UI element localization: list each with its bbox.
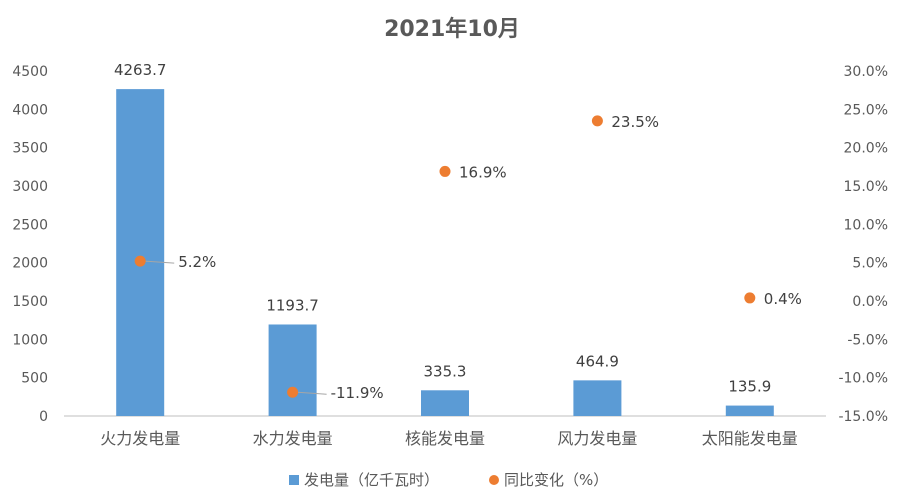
category-label: 风力发电量	[557, 429, 637, 448]
legend-label-bars: 发电量（亿千瓦时）	[304, 471, 439, 489]
chart-title: 2021年10月	[384, 16, 520, 42]
scatter-series: 5.2% -11.9% 16.9% 23.5% 0.4%	[134, 113, 802, 402]
legend: 发电量（亿千瓦时） 同比变化（%）	[289, 471, 608, 489]
bar	[573, 380, 622, 416]
right-tick-label: -10.0%	[838, 371, 888, 387]
bar-labels: 4263.7 1193.7 335.3 464.9 135.9	[114, 61, 771, 395]
right-tick-label: 25.0%	[844, 102, 888, 118]
scatter-point	[439, 165, 451, 177]
left-tick-label: 4500	[12, 64, 48, 80]
point-data-label: -11.9%	[331, 384, 384, 402]
legend-label-points: 同比变化（%）	[504, 471, 608, 489]
left-axis: 0 500 1000 1500 2000 2500 3000 3500 4000 4500	[12, 64, 48, 425]
bar	[421, 390, 469, 416]
point-data-label: 5.2%	[178, 253, 216, 271]
bar-data-label: 464.9	[576, 352, 619, 370]
left-tick-label: 3500	[12, 141, 48, 157]
point-data-label: 16.9%	[459, 163, 507, 181]
category-label: 火力发电量	[100, 429, 180, 448]
bar	[725, 405, 774, 416]
bar-data-label: 135.9	[728, 378, 771, 396]
point-data-label: 23.5%	[611, 113, 659, 131]
right-tick-label: 10.0%	[844, 217, 888, 233]
right-tick-label: 20.0%	[844, 141, 888, 157]
right-tick-label: 0.0%	[852, 294, 888, 310]
right-tick-label: 15.0%	[844, 179, 888, 195]
point-data-label: 0.4%	[764, 290, 802, 308]
scatter-point	[591, 115, 603, 127]
scatter-point	[287, 386, 299, 398]
scatter-point	[744, 292, 756, 304]
left-tick-label: 2000	[12, 256, 48, 272]
left-tick-label: 4000	[12, 102, 48, 118]
left-tick-label: 0	[39, 409, 48, 425]
scatter-point	[134, 255, 146, 267]
legend-swatch-bars	[289, 475, 299, 485]
bar	[268, 324, 317, 416]
bar-data-label: 1193.7	[266, 296, 319, 314]
legend-swatch-points	[489, 475, 499, 485]
right-tick-label: 30.0%	[844, 64, 888, 80]
bar-data-label: 4263.7	[114, 61, 167, 79]
category-label: 核能发电量	[405, 429, 485, 448]
point-leader-line	[145, 260, 175, 264]
right-tick-label: 5.0%	[852, 256, 888, 272]
bar-series	[116, 89, 774, 416]
left-tick-label: 3000	[12, 179, 48, 195]
category-label: 水力发电量	[253, 429, 333, 448]
left-tick-label: 500	[21, 371, 48, 387]
category-label: 太阳能发电量	[702, 429, 798, 448]
right-axis: -15.0% -10.0% -5.0% 0.0% 5.0% 10.0% 15.0% 20.0%…	[838, 64, 888, 425]
bar	[116, 89, 165, 416]
left-tick-label: 1500	[12, 294, 48, 310]
left-tick-label: 1000	[12, 332, 48, 348]
category-labels: 火力发电量 水力发电量 核能发电量 风力发电量 太阳能发电量	[100, 429, 798, 448]
right-tick-label: -5.0%	[847, 332, 888, 348]
point-leader-line	[297, 391, 327, 395]
left-tick-label: 2500	[12, 217, 48, 233]
bar-data-label: 335.3	[424, 362, 467, 380]
right-tick-label: -15.0%	[838, 409, 888, 425]
